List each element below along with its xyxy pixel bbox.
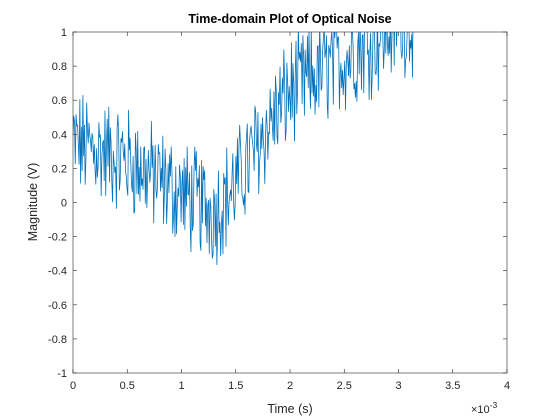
plot-area	[73, 32, 507, 373]
x-tick-label: 1	[178, 380, 184, 392]
y-tick-label: 0.6	[52, 95, 67, 107]
x-tick-label: 2	[287, 380, 293, 392]
y-tick-label: 0.2	[52, 163, 67, 175]
y-axis-label: Magnitude (V)	[26, 163, 40, 242]
x-exponent-label: ×10-3	[471, 400, 498, 416]
y-tick-label: -1	[57, 368, 67, 380]
x-tick-label: 4	[504, 380, 510, 392]
x-axis: 0 0.5 1 1.5 2 2.5 3 3.5 4	[70, 32, 510, 392]
x-tick-label: 0	[70, 380, 76, 392]
x-axis-label: Time (s)	[267, 402, 312, 416]
x-tick-label: 3.5	[445, 380, 460, 392]
x-exponent-base: ×10	[471, 404, 490, 416]
y-tick-label: 0.4	[52, 129, 67, 141]
y-axis: -1 -0.8 -0.6 -0.4 -0.2 0 0.2 0.4 0.6 0.8 1	[48, 27, 507, 380]
y-tick-label: -0.4	[48, 266, 67, 278]
y-tick-label: 0.8	[52, 61, 67, 73]
y-tick-label: -0.6	[48, 300, 67, 312]
x-tick-label: 1.5	[228, 380, 243, 392]
x-tick-label: 2.5	[337, 380, 352, 392]
series-line	[73, 32, 415, 266]
x-tick-label: 0.5	[120, 380, 135, 392]
y-tick-label: -0.2	[48, 232, 67, 244]
chart-title: Time-domain Plot of Optical Noise	[188, 12, 391, 26]
x-exponent-power: -3	[490, 400, 498, 410]
x-tick-label: 3	[395, 380, 401, 392]
series-layer	[73, 32, 415, 266]
y-tick-label: -0.8	[48, 334, 67, 346]
y-tick-label: 0	[61, 198, 67, 210]
y-tick-label: 1	[61, 27, 67, 39]
